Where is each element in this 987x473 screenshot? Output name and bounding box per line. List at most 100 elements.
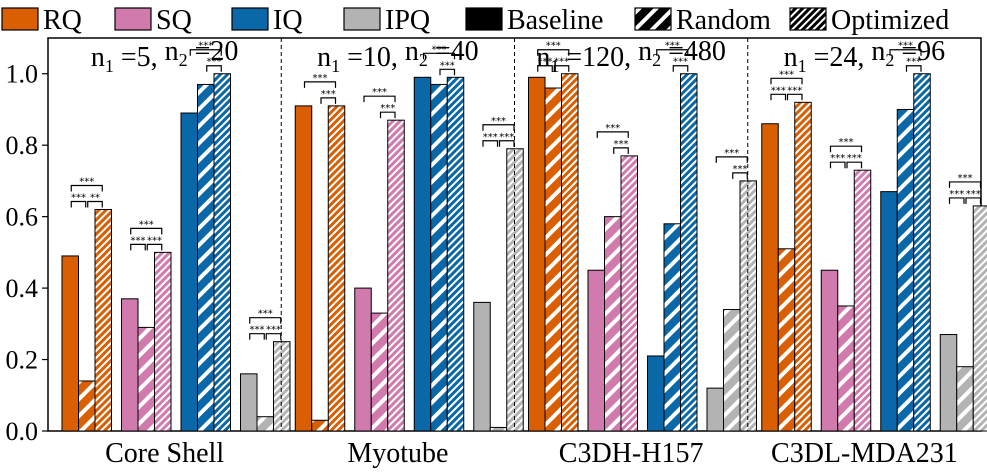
significance-bracket: *** xyxy=(537,57,553,72)
significance-label: *** xyxy=(131,235,146,246)
bracket-line xyxy=(70,184,103,192)
bar-hatch xyxy=(913,73,931,432)
legend-swatch-outline xyxy=(343,7,381,31)
significance-bracket: *** xyxy=(948,173,982,188)
bracket-line xyxy=(70,200,87,208)
significance-bracket: *** xyxy=(379,103,396,119)
bar-hatch xyxy=(371,313,388,431)
significance-bracket: *** xyxy=(715,148,748,163)
bracket-line xyxy=(829,145,863,153)
significance-label: *** xyxy=(949,189,964,200)
bracket-line xyxy=(303,81,337,88)
significance-bracket: *** xyxy=(672,57,689,72)
legend-swatch-outline xyxy=(114,7,152,31)
significance-label: *** xyxy=(207,57,222,68)
bar-fill xyxy=(121,298,138,431)
bracket-line xyxy=(613,147,629,154)
bar-hatch xyxy=(197,84,214,431)
significance-label: *** xyxy=(830,153,845,164)
bar-hatch xyxy=(138,327,155,431)
bar-core-shell-sq-baseline xyxy=(121,298,139,432)
bracket-line xyxy=(965,197,982,204)
bar-c3dh-h157-iq-random xyxy=(663,223,681,432)
bar-c3dh-h157-sq-random xyxy=(604,216,622,432)
significance-bracket: *** xyxy=(70,176,103,192)
bar-fill xyxy=(707,388,724,431)
y-tick-label: 0.2 xyxy=(6,346,39,375)
significance-label: *** xyxy=(614,139,629,150)
significance-bracket: *** xyxy=(846,153,863,169)
bracket-line xyxy=(889,49,922,56)
bar-myotube-sq-baseline xyxy=(354,287,372,432)
significance-label: *** xyxy=(605,123,620,134)
bar-outline xyxy=(327,105,346,432)
significance-label: *** xyxy=(321,89,336,100)
bar-outline xyxy=(620,155,638,432)
significance-label: *** xyxy=(372,87,387,98)
bar-core-shell-sq-optimized xyxy=(154,251,172,432)
significance-bracket: *** xyxy=(130,219,163,235)
bar-fill xyxy=(528,77,545,432)
significance-label: *** xyxy=(779,69,794,80)
legend-label: RQ xyxy=(43,5,82,36)
significance-label: *** xyxy=(499,132,514,143)
bracket-line xyxy=(439,68,456,76)
bracket-line xyxy=(732,172,748,179)
significance-bracket: *** xyxy=(732,164,748,179)
significance-label: *** xyxy=(71,192,86,203)
bar-hatch xyxy=(973,205,987,431)
bar-myotube-iq-optimized xyxy=(446,76,465,432)
legend-swatch-outline xyxy=(465,7,503,31)
bar-core-shell-rq-optimized xyxy=(94,208,112,432)
y-tick-label: 0.4 xyxy=(6,274,39,303)
bracket-line xyxy=(537,49,570,56)
bar-hatch xyxy=(680,73,697,432)
bar-hatch xyxy=(154,252,171,431)
bracket-line xyxy=(948,181,982,188)
bar-outline xyxy=(294,105,313,432)
significance-label: *** xyxy=(483,132,498,143)
bracket-line xyxy=(656,49,689,56)
bar-core-shell-iq-optimized xyxy=(213,73,231,432)
bar-hatch xyxy=(387,120,405,431)
significance-label: *** xyxy=(839,137,854,148)
bar-fill xyxy=(354,288,372,431)
y-tick-label: 0.8 xyxy=(6,131,39,160)
significance-label: *** xyxy=(787,85,802,96)
bracket-line xyxy=(206,65,222,72)
significance-label: *** xyxy=(724,148,739,159)
significance-label: ** xyxy=(90,192,100,203)
significance-label: *** xyxy=(898,41,913,52)
bar-hatch xyxy=(273,341,290,431)
bracket-line xyxy=(249,333,265,340)
significance-bracket: *** xyxy=(189,41,222,56)
significance-label: *** xyxy=(733,164,748,175)
bar-core-shell-rq-random xyxy=(78,380,96,432)
bar-myotube-sq-random xyxy=(370,312,389,432)
legend-swatch xyxy=(344,8,380,30)
significance-bracket: *** xyxy=(829,153,846,169)
bar-c3dh-h157-rq-optimized xyxy=(561,73,579,432)
bar-c3dl-mda231-iq-baseline xyxy=(880,191,898,432)
significance-label: *** xyxy=(958,173,973,184)
significance-label: *** xyxy=(250,325,265,336)
category-label: Myotube xyxy=(347,438,448,469)
significance-bracket: *** xyxy=(498,132,515,147)
bracket-line xyxy=(553,65,570,72)
legend-label: SQ xyxy=(156,5,192,36)
bar-c3dl-mda231-sq-baseline xyxy=(820,269,839,432)
bar-core-shell-iq-baseline xyxy=(180,112,198,432)
bar-outline xyxy=(473,301,491,432)
bar-fill xyxy=(240,373,257,431)
bracket-line xyxy=(537,65,553,72)
bracket-line xyxy=(672,65,689,72)
bar-fill xyxy=(181,113,198,431)
bar-hatch xyxy=(447,77,464,432)
bar-c3dh-h157-ipq-random xyxy=(723,309,741,432)
legend-swatch-outline xyxy=(789,7,827,31)
bar-hatch xyxy=(897,109,914,432)
panel-title: n1 =5, n2 =20 xyxy=(91,36,239,76)
bracket-line xyxy=(379,111,396,119)
bracket-line xyxy=(905,65,922,72)
bar-fill xyxy=(473,302,491,431)
